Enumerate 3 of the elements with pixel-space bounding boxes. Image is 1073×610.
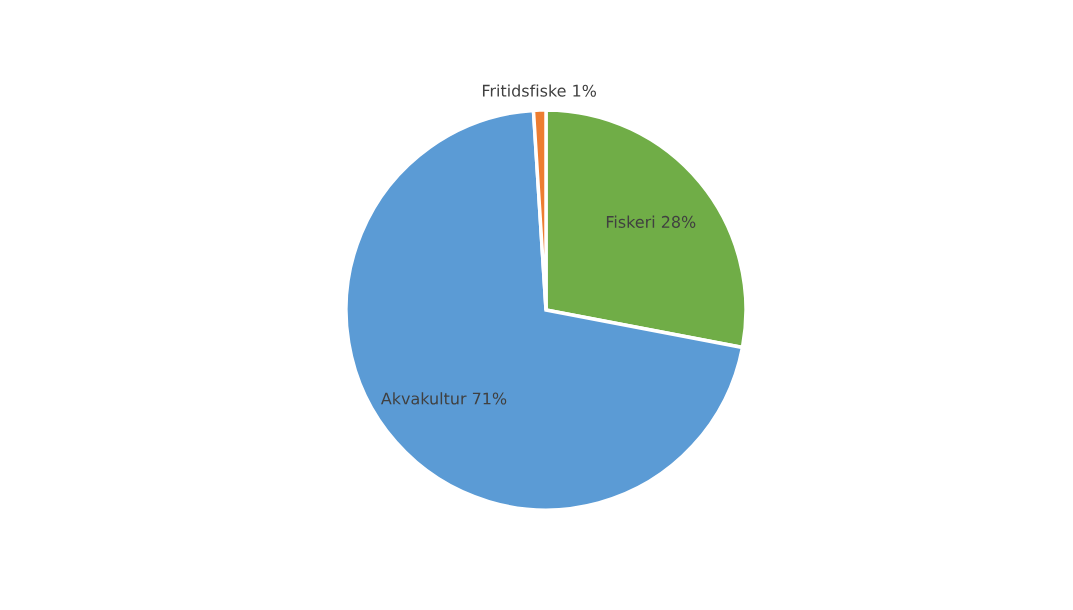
slice-label: Fiskeri 28% bbox=[606, 215, 696, 228]
slice-label: Fritidsfiske 1% bbox=[482, 84, 597, 97]
slice-label: Akvakultur 71% bbox=[380, 392, 507, 405]
